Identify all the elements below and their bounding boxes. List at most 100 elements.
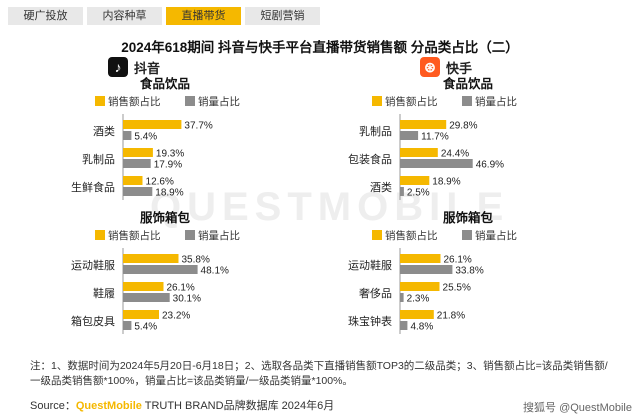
page-title: 2024年618期间 抖音与快手平台直播带货销售额 分品类占比（二） <box>121 40 519 55</box>
value-label-volume: 48.1% <box>201 266 229 277</box>
bar-sales <box>400 120 447 129</box>
legend-label-volume: 销量占比 <box>475 229 517 242</box>
value-label-volume: 2.5% <box>407 188 430 199</box>
value-label-sales: 21.8% <box>437 311 465 322</box>
kuaishou-icon: ⊛ <box>420 57 440 77</box>
value-label-volume: 30.1% <box>173 294 201 305</box>
value-label-sales: 26.1% <box>443 255 471 266</box>
legend-label-sales: 销售额占比 <box>385 229 438 242</box>
value-label-sales: 19.3% <box>156 149 184 160</box>
platform-name: 抖音 <box>134 60 161 76</box>
corner-watermark: 搜狐号 @QuestMobile <box>523 402 632 414</box>
category-label: 奢侈品 <box>359 286 392 300</box>
bar-volume <box>123 131 132 140</box>
tab-bar: 硬广投放 内容种草 直播带货 短剧营销 <box>8 7 320 25</box>
value-label-volume: 46.9% <box>476 160 504 171</box>
value-label-sales: 18.9% <box>432 177 460 188</box>
bar-volume <box>123 321 132 330</box>
bar-sales <box>123 282 164 291</box>
value-label-volume: 17.9% <box>154 160 182 171</box>
legend-swatch-volume <box>185 230 195 240</box>
category-label: 乳制品 <box>359 125 392 138</box>
value-label-volume: 5.4% <box>134 132 157 143</box>
legend-swatch-sales <box>372 230 382 240</box>
value-label-sales: 23.2% <box>162 311 190 322</box>
value-label-sales: 24.4% <box>441 149 469 160</box>
legend-swatch-volume <box>462 230 472 240</box>
value-label-sales: 12.6% <box>146 177 174 188</box>
legend-label-volume: 销量占比 <box>198 95 240 108</box>
bar-sales <box>400 176 430 185</box>
value-label-volume: 4.8% <box>410 322 433 333</box>
category-label: 酒类 <box>370 180 392 194</box>
bar-volume <box>123 265 198 274</box>
legend-label-sales: 销售额占比 <box>108 95 161 108</box>
source-prefix: Source： <box>30 400 76 412</box>
panel-title: 食品饮品 <box>442 76 493 91</box>
bar-sales <box>123 310 159 319</box>
value-label-sales: 29.8% <box>449 121 477 132</box>
bar-sales <box>123 254 179 263</box>
bar-volume <box>400 265 453 274</box>
legend-swatch-sales <box>95 96 105 106</box>
bar-volume <box>123 187 153 196</box>
bar-volume <box>400 131 419 140</box>
legend-label-sales: 销售额占比 <box>385 95 438 108</box>
value-label-volume: 11.7% <box>421 132 449 143</box>
category-label: 酒类 <box>93 124 115 138</box>
tab-live-commerce[interactable]: 直播带货 <box>166 7 241 25</box>
bar-volume <box>123 159 151 168</box>
bar-volume <box>123 293 170 302</box>
category-label: 乳制品 <box>82 153 115 166</box>
source-brand: QuestMobile <box>75 400 142 412</box>
value-label-volume: 33.8% <box>455 266 483 277</box>
value-label-sales: 35.8% <box>181 255 209 266</box>
legend-label-volume: 销量占比 <box>475 95 517 108</box>
platform-name: 快手 <box>446 60 473 76</box>
category-label: 运动鞋服 <box>348 258 392 272</box>
bar-sales <box>400 282 440 291</box>
value-label-sales: 25.5% <box>443 283 471 294</box>
panel-title: 服饰箱包 <box>443 210 494 225</box>
panel-title: 食品饮品 <box>139 76 190 91</box>
panel-title: 服饰箱包 <box>140 210 191 225</box>
value-label-sales: 26.1% <box>166 283 194 294</box>
category-label: 鞋履 <box>93 286 115 300</box>
legend-swatch-sales <box>95 230 105 240</box>
legend-label-volume: 销量占比 <box>198 229 240 242</box>
bar-sales <box>123 148 153 157</box>
legend-swatch-volume <box>462 96 472 106</box>
bar-volume <box>400 187 404 196</box>
category-label: 珠宝钟表 <box>348 314 392 328</box>
platform-kuaishou: ⊛ 快手 <box>420 57 472 77</box>
category-label: 包装食品 <box>348 152 392 166</box>
category-label: 箱包皮具 <box>71 314 115 328</box>
category-label: 运动鞋服 <box>71 258 115 272</box>
bar-sales <box>400 254 441 263</box>
category-label: 生鲜食品 <box>71 180 115 194</box>
value-label-sales: 37.7% <box>184 121 212 132</box>
bar-volume <box>400 321 408 330</box>
legend-swatch-sales <box>372 96 382 106</box>
bar-sales <box>400 148 438 157</box>
tab-hard-ads[interactable]: 硬广投放 <box>8 7 83 25</box>
footnote: 注：1、数据时间为2024年5月20日-6月18日；2、选取各品类下直播销售额T… <box>30 360 608 387</box>
platform-douyin: ♪ 抖音 <box>108 57 160 77</box>
background-watermark: QUESTMOBILE <box>150 185 510 229</box>
value-label-volume: 2.3% <box>407 294 430 305</box>
bar-sales <box>400 310 434 319</box>
bar-volume <box>400 293 404 302</box>
legend-label-sales: 销售额占比 <box>108 229 161 242</box>
tab-short-drama[interactable]: 短剧营销 <box>245 7 320 25</box>
bar-sales <box>123 176 143 185</box>
value-label-volume: 5.4% <box>134 322 157 333</box>
bar-volume <box>400 159 473 168</box>
value-label-volume: 18.9% <box>155 188 183 199</box>
source-rest: TRUTH BRAND品牌数据库 2024年6月 <box>141 400 335 412</box>
legend-swatch-volume <box>185 96 195 106</box>
source-line: Source：QuestMobile TRUTH BRAND品牌数据库 2024… <box>30 397 334 413</box>
tab-content-seeding[interactable]: 内容种草 <box>87 7 162 25</box>
tiktok-icon: ♪ <box>108 57 128 77</box>
bar-sales <box>123 120 182 129</box>
